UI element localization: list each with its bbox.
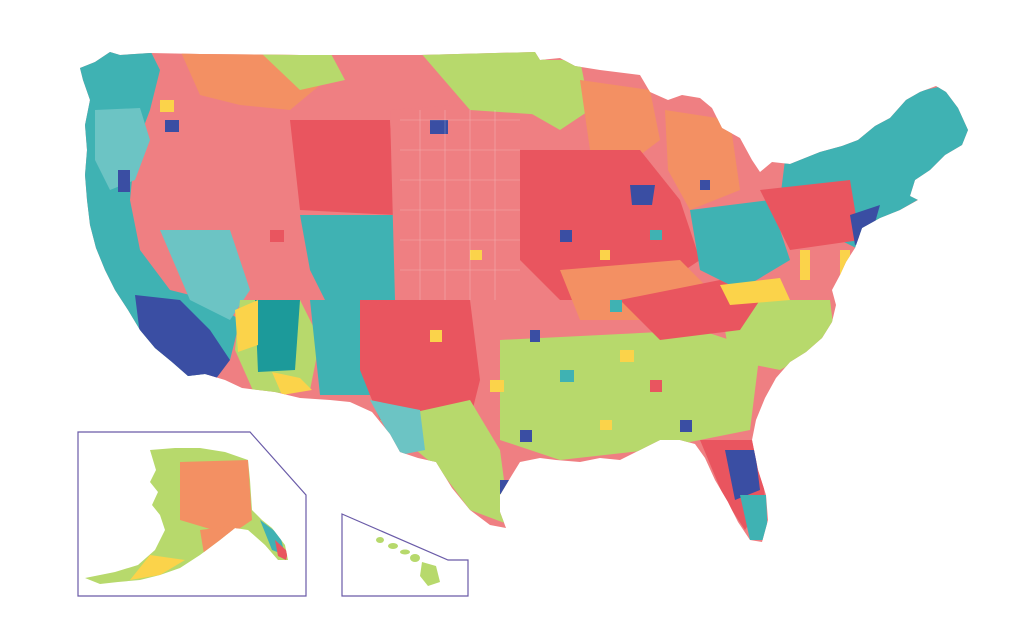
county-patch bbox=[430, 120, 448, 134]
alaska-panhandle-coral bbox=[275, 540, 288, 560]
county-patch bbox=[520, 430, 532, 442]
region-arizona-yellow bbox=[235, 300, 258, 352]
county-patch bbox=[165, 120, 179, 132]
county-patch bbox=[530, 330, 540, 342]
county-patch bbox=[600, 420, 612, 430]
county-patch bbox=[270, 230, 284, 242]
region-wisconsin-orange bbox=[580, 80, 660, 170]
alaska-inset-frame bbox=[77, 431, 307, 597]
region-az-yellow-south bbox=[272, 372, 312, 395]
county-patch bbox=[680, 420, 692, 432]
region-pennsylvania-coral bbox=[760, 180, 860, 250]
county-patch bbox=[560, 230, 572, 242]
region-virginia-yellow bbox=[720, 278, 790, 305]
county-patch bbox=[620, 350, 634, 362]
county-patch bbox=[650, 230, 662, 240]
county-patch bbox=[490, 380, 504, 392]
county-patch bbox=[118, 170, 130, 192]
alaska-peninsula-yellow bbox=[130, 555, 185, 580]
alaska-orange-south bbox=[200, 525, 240, 560]
region-ohio-teal bbox=[690, 200, 790, 290]
county-patch bbox=[560, 370, 574, 382]
island-oahu bbox=[388, 543, 398, 549]
county-patch bbox=[500, 480, 512, 494]
county-patch bbox=[840, 250, 850, 280]
region-socal-navy bbox=[135, 295, 230, 385]
region-texas-teal bbox=[370, 400, 425, 455]
hawaii-inset-frame bbox=[341, 513, 469, 597]
island-kauai bbox=[376, 537, 384, 543]
county-patch bbox=[160, 100, 174, 112]
county-patch bbox=[700, 180, 710, 190]
county-patch bbox=[430, 330, 442, 342]
hawaii-islands bbox=[376, 537, 440, 586]
island-maui bbox=[410, 554, 420, 562]
alaska-shape bbox=[85, 448, 288, 584]
region-idaho-lime bbox=[260, 52, 345, 90]
region-florida-teal bbox=[740, 495, 768, 540]
county-patch bbox=[470, 250, 482, 260]
region-nevada-teal bbox=[160, 230, 250, 320]
alaska-orange bbox=[180, 460, 252, 535]
hawaii-inset bbox=[341, 513, 469, 597]
region-chicago-navy bbox=[630, 185, 655, 205]
county-patch bbox=[600, 250, 610, 260]
alaska-inset bbox=[77, 431, 307, 597]
region-nj-navy bbox=[850, 205, 880, 245]
region-minnesota-lime bbox=[520, 60, 590, 130]
county-grid bbox=[400, 110, 520, 300]
county-patch bbox=[800, 250, 810, 280]
region-oregon-lightteal bbox=[95, 108, 150, 190]
region-michigan-orange bbox=[665, 110, 740, 210]
island-hawaii bbox=[420, 562, 440, 586]
region-arizona-teal bbox=[255, 300, 300, 372]
region-colorado-teal bbox=[300, 215, 410, 320]
region-plains-pink bbox=[390, 100, 520, 300]
county-patch bbox=[650, 380, 662, 392]
region-florida-navy bbox=[725, 450, 760, 500]
region-wyoming-coral bbox=[290, 120, 395, 215]
region-deepsouth-lime bbox=[500, 330, 760, 460]
county-patch bbox=[610, 300, 622, 312]
island-molokai bbox=[400, 549, 410, 555]
